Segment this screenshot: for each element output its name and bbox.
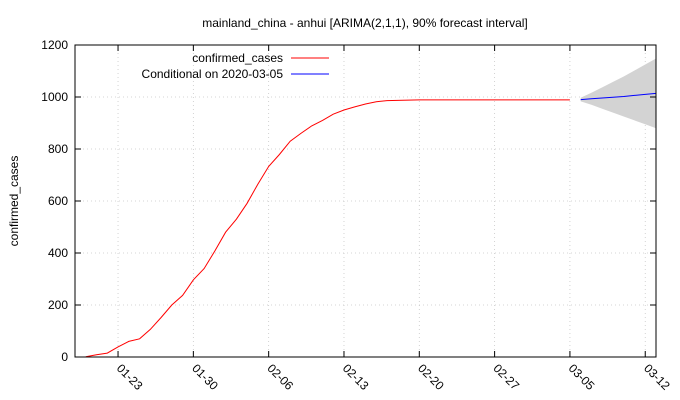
x-tick-label: 02-06 [265, 361, 297, 393]
x-tick-label: 01-23 [114, 361, 146, 393]
legend-label: Conditional on 2020-03-05 [142, 67, 284, 81]
plot-frame [74, 44, 657, 358]
x-tick-label: 03-05 [566, 361, 598, 393]
x-tick-label: 03-12 [641, 361, 673, 393]
x-tick-label: 02-27 [490, 361, 522, 393]
y-axis: 0 200 400 600 800 1000 1200 [41, 38, 656, 364]
y-tick-label: 200 [48, 298, 68, 312]
legend: confirmed_cases Conditional on 2020-03-05 [142, 51, 329, 81]
forecast-line [580, 92, 657, 101]
y-tick-label: 1000 [41, 90, 68, 104]
y-tick-label: 600 [48, 194, 68, 208]
legend-label: confirmed_cases [192, 51, 283, 65]
y-tick-label: 0 [61, 350, 68, 364]
y-tick-label: 400 [48, 246, 68, 260]
x-tick-label: 01-30 [189, 361, 221, 393]
x-tick-label: 02-20 [415, 361, 447, 393]
forecast-interval [580, 58, 656, 129]
y-tick-label: 800 [48, 142, 68, 156]
x-tick-label: 02-13 [340, 361, 372, 393]
y-tick-label: 1200 [41, 38, 68, 52]
confirmed-cases-line [85, 99, 570, 358]
chart-title: mainland_china - anhui [ARIMA(2,1,1), 90… [202, 16, 528, 30]
series-lines [85, 92, 657, 358]
grid [75, 45, 656, 357]
y-axis-label: confirmed_cases [7, 156, 21, 247]
forecast-interval-band [580, 58, 656, 129]
